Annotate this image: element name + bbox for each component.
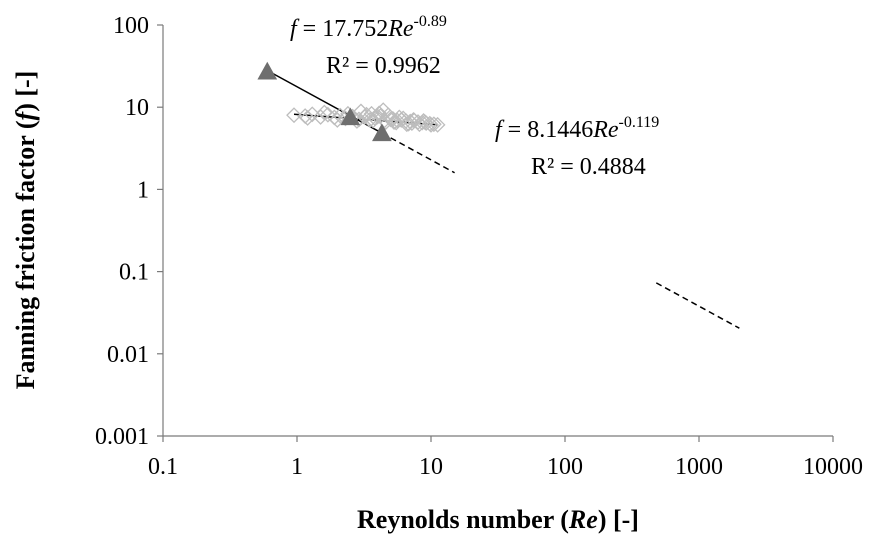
equation-1-re: Re [387, 16, 414, 42]
y-ticks: 100 10 1 0.1 0.01 0.001 [95, 13, 163, 450]
diamond-point [332, 107, 349, 124]
equation-1-f: f [290, 16, 300, 42]
diamond-point [411, 116, 428, 133]
trendline-dashed [381, 132, 455, 174]
x-axis-title-post: ) [-] [598, 505, 639, 534]
axes [162, 25, 833, 437]
diamond-point [329, 112, 346, 128]
r-squared-2: R² = 0.4884 [531, 154, 646, 180]
x-ticks: 0.1 1 10 100 1000 10000 [148, 436, 863, 480]
equation-2-exponent: -0.119 [619, 114, 660, 131]
x-axis-title-italic: Re [568, 505, 598, 534]
equation-2-f: f [495, 117, 505, 143]
y-tick-label: 0.001 [95, 424, 149, 450]
diamond-point [316, 104, 333, 121]
trend-lines [266, 69, 740, 329]
diamond-point [371, 105, 388, 122]
series-triangle [257, 61, 392, 142]
diamond-point [386, 114, 402, 130]
diamond-point [415, 113, 432, 129]
y-tick-label: 10 [125, 95, 149, 121]
y-tick-label: 0.1 [119, 260, 149, 286]
equation-2-coef: = 8.1446 [502, 117, 594, 143]
x-tick-label: 1000 [675, 454, 723, 480]
diamond-point [405, 112, 422, 128]
y-tick-label: 0.01 [107, 342, 149, 368]
diamond-point [312, 109, 329, 125]
triangle-point [257, 61, 278, 80]
equation-2: f = 8.1446Re-0.119 [495, 114, 659, 143]
diamond-point [304, 106, 321, 123]
triangle-point [340, 107, 361, 126]
diamond-point [369, 108, 386, 125]
equation-1-exponent: -0.89 [414, 13, 447, 30]
x-tick-label: 0.1 [148, 454, 178, 480]
diamond-point [358, 106, 375, 123]
equation-1: f = 17.752Re-0.89 [290, 13, 447, 42]
diamond-point [299, 110, 316, 126]
r-squared-1: R² = 0.9962 [326, 53, 441, 79]
diamond-point [398, 116, 415, 133]
x-tick-label: 10000 [803, 454, 863, 480]
y-axis-title-italic: f [11, 109, 40, 120]
triangle-point [372, 123, 392, 142]
series-diamond [286, 102, 446, 133]
equation-2-re: Re [592, 117, 619, 143]
diamond-point [286, 107, 302, 124]
diamond-point [429, 116, 446, 133]
x-tick-label: 100 [547, 454, 583, 480]
x-axis-title-pre: Reynolds number ( [357, 505, 569, 534]
y-axis-title-post: ) [-] [11, 71, 40, 112]
y-tick-label: 100 [113, 13, 149, 39]
diamond-point [353, 103, 369, 120]
x-axis-title: Reynolds number (Re) [-] [357, 505, 639, 534]
diamond-point [366, 110, 383, 126]
equation-1-coef: = 17.752 [297, 16, 389, 42]
trendline-dashed [655, 282, 740, 329]
y-axis-title-pre: Fanning friction factor ( [11, 120, 40, 389]
x-tick-label: 10 [419, 454, 443, 480]
diamond-point [423, 116, 439, 133]
y-tick-label: 1 [137, 177, 149, 203]
x-tick-label: 1 [291, 454, 303, 480]
y-axis-title: Fanning friction factor (f) [-] [11, 71, 40, 390]
diamond-point [400, 115, 417, 132]
diamond-point [376, 112, 393, 129]
